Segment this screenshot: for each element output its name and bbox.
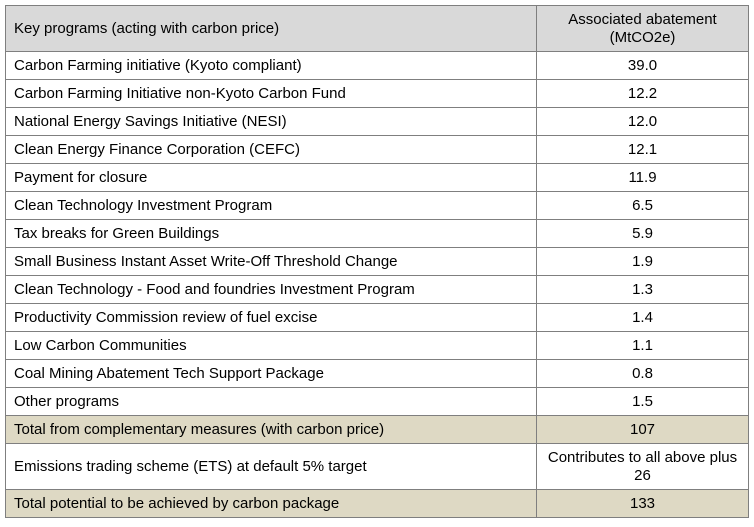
abatement-cell: 6.5 bbox=[536, 191, 749, 220]
header-program: Key programs (acting with carbon price) bbox=[5, 5, 537, 52]
abatement-cell: 12.1 bbox=[536, 135, 749, 164]
table-row: Clean Energy Finance Corporation (CEFC) … bbox=[5, 135, 749, 164]
abatement-cell: 12.2 bbox=[536, 79, 749, 108]
header-abatement: Associated abatement (MtCO2e) bbox=[536, 5, 749, 52]
total-label: Total potential to be achieved by carbon… bbox=[5, 489, 537, 518]
program-cell: Coal Mining Abatement Tech Support Packa… bbox=[5, 359, 537, 388]
total-row: Total potential to be achieved by carbon… bbox=[5, 489, 749, 518]
table-row: Small Business Instant Asset Write-Off T… bbox=[5, 247, 749, 276]
program-cell: Payment for closure bbox=[5, 163, 537, 192]
program-cell: Small Business Instant Asset Write-Off T… bbox=[5, 247, 537, 276]
abatement-cell: 39.0 bbox=[536, 51, 749, 80]
abatement-cell: 5.9 bbox=[536, 219, 749, 248]
abatement-cell: 1.5 bbox=[536, 387, 749, 416]
table-row: Productivity Commission review of fuel e… bbox=[5, 303, 749, 332]
total-value: 133 bbox=[536, 489, 749, 518]
table-row: Payment for closure 11.9 bbox=[5, 163, 749, 192]
program-cell: Clean Energy Finance Corporation (CEFC) bbox=[5, 135, 537, 164]
program-cell: Tax breaks for Green Buildings bbox=[5, 219, 537, 248]
subtotal-value: 107 bbox=[536, 415, 749, 444]
ets-label: Emissions trading scheme (ETS) at defaul… bbox=[5, 443, 537, 490]
program-cell: National Energy Savings Initiative (NESI… bbox=[5, 107, 537, 136]
table-row: National Energy Savings Initiative (NESI… bbox=[5, 107, 749, 136]
table-row: Clean Technology Investment Program 6.5 bbox=[5, 191, 749, 220]
abatement-cell: 1.3 bbox=[536, 275, 749, 304]
table-row: Carbon Farming Initiative non-Kyoto Carb… bbox=[5, 79, 749, 108]
ets-row: Emissions trading scheme (ETS) at defaul… bbox=[5, 443, 749, 490]
table-row: Low Carbon Communities 1.1 bbox=[5, 331, 749, 360]
subtotal-row: Total from complementary measures (with … bbox=[5, 415, 749, 444]
program-cell: Low Carbon Communities bbox=[5, 331, 537, 360]
ets-value: Contributes to all above plus 26 bbox=[536, 443, 749, 490]
abatement-cell: 0.8 bbox=[536, 359, 749, 388]
program-cell: Carbon Farming initiative (Kyoto complia… bbox=[5, 51, 537, 80]
program-cell: Productivity Commission review of fuel e… bbox=[5, 303, 537, 332]
abatement-cell: 1.9 bbox=[536, 247, 749, 276]
abatement-cell: 1.1 bbox=[536, 331, 749, 360]
program-cell: Clean Technology - Food and foundries In… bbox=[5, 275, 537, 304]
abatement-cell: 12.0 bbox=[536, 107, 749, 136]
abatement-cell: 11.9 bbox=[536, 163, 749, 192]
table-row: Clean Technology - Food and foundries In… bbox=[5, 275, 749, 304]
program-cell: Other programs bbox=[5, 387, 537, 416]
table-row: Other programs 1.5 bbox=[5, 387, 749, 416]
table-row: Carbon Farming initiative (Kyoto complia… bbox=[5, 51, 749, 80]
program-cell: Carbon Farming Initiative non-Kyoto Carb… bbox=[5, 79, 537, 108]
abatement-cell: 1.4 bbox=[536, 303, 749, 332]
table-row: Tax breaks for Green Buildings 5.9 bbox=[5, 219, 749, 248]
abatement-table: Key programs (acting with carbon price) … bbox=[5, 5, 749, 518]
table-row: Coal Mining Abatement Tech Support Packa… bbox=[5, 359, 749, 388]
table-header-row: Key programs (acting with carbon price) … bbox=[5, 5, 749, 52]
program-cell: Clean Technology Investment Program bbox=[5, 191, 537, 220]
subtotal-label: Total from complementary measures (with … bbox=[5, 415, 537, 444]
